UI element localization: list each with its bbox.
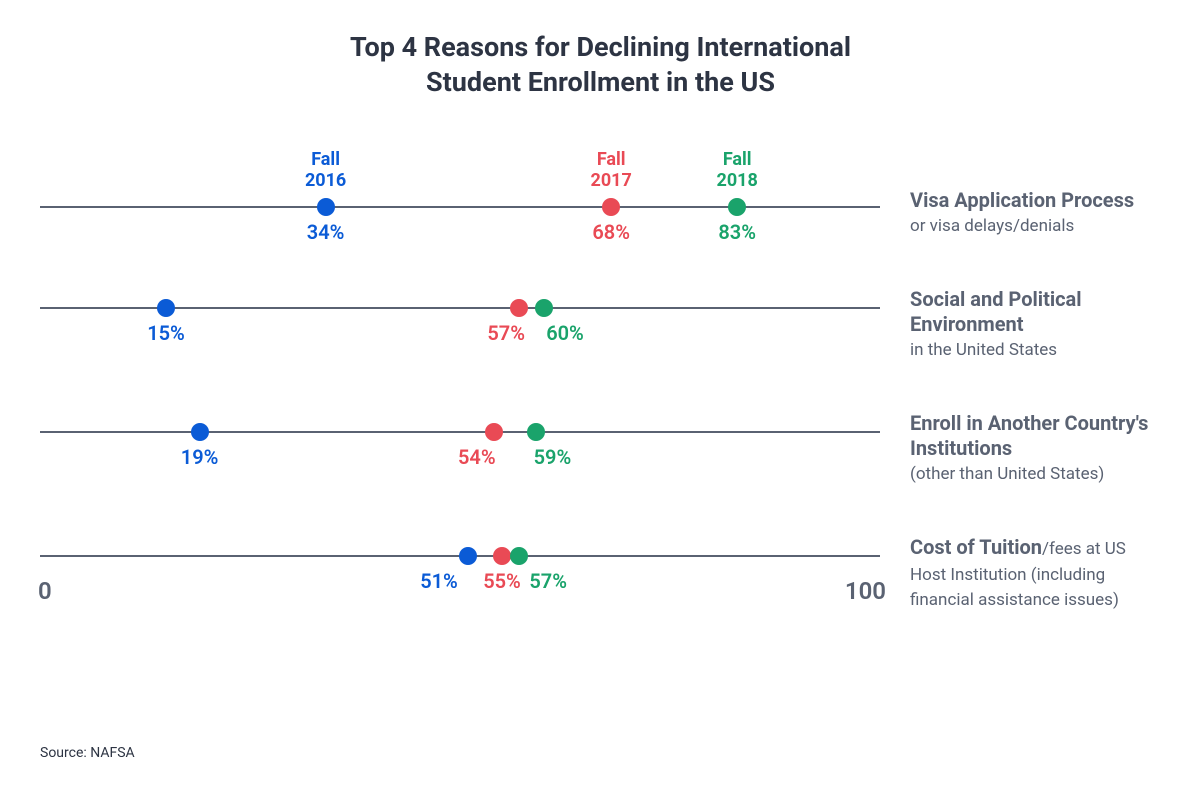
track-line: 51%55%57%0100 bbox=[40, 555, 880, 557]
track-col: 19%54%59% bbox=[40, 403, 880, 433]
reason-subtitle: in the United States bbox=[910, 339, 1161, 361]
value-label-y2017: 57% bbox=[487, 321, 525, 345]
reason-label-col: Cost of Tuition/fees at US Host Institut… bbox=[880, 527, 1161, 611]
reason-title: Social and Political Environment bbox=[910, 287, 1161, 337]
reason-label-col: Visa Application Processor visa delays/d… bbox=[880, 150, 1161, 237]
dot-y2017 bbox=[485, 423, 503, 441]
source-label: Source: NAFSA bbox=[40, 745, 135, 761]
reason-subtitle: (other than United States) bbox=[910, 463, 1161, 485]
year-label-y2017: Fall2017 bbox=[591, 150, 632, 191]
value-label-y2018: 57% bbox=[529, 569, 567, 593]
dot-y2017 bbox=[510, 299, 528, 317]
dot-y2018 bbox=[728, 198, 746, 216]
track-line: Fall201634%Fall201768%Fall201883% bbox=[40, 206, 880, 208]
reason-subtitle: or visa delays/denials bbox=[910, 215, 1161, 237]
reason-label-col: Enroll in Another Country's Institutions… bbox=[880, 403, 1161, 485]
reason-title: Enroll in Another Country's Institutions bbox=[910, 411, 1161, 461]
track-line: 15%57%60% bbox=[40, 307, 880, 309]
chart-title: Top 4 Reasons for Declining Internationa… bbox=[40, 30, 1161, 100]
dot-y2018 bbox=[510, 547, 528, 565]
chart-container: Top 4 Reasons for Declining Internationa… bbox=[0, 0, 1201, 789]
value-label-y2016: 15% bbox=[147, 321, 185, 345]
axis-max-label: 100 bbox=[845, 577, 886, 605]
dot-y2016 bbox=[191, 423, 209, 441]
chart-row-cost-tuition: 51%55%57%0100Cost of Tuition/fees at US … bbox=[40, 527, 1161, 611]
value-label-y2016: 19% bbox=[181, 445, 219, 469]
dot-y2016 bbox=[317, 198, 335, 216]
rows-area: Fall201634%Fall201768%Fall201883%Visa Ap… bbox=[40, 150, 1161, 611]
chart-row-visa: Fall201634%Fall201768%Fall201883%Visa Ap… bbox=[40, 150, 1161, 237]
dot-y2017 bbox=[602, 198, 620, 216]
chart-row-social-political: 15%57%60%Social and Political Environmen… bbox=[40, 279, 1161, 361]
reason-title: Cost of Tuition/fees at US Host Institut… bbox=[910, 535, 1161, 611]
dot-y2016 bbox=[459, 547, 477, 565]
value-label-y2016: 51% bbox=[420, 569, 458, 593]
title-line-2: Student Enrollment in the US bbox=[426, 66, 775, 98]
dot-y2018 bbox=[527, 423, 545, 441]
value-label-y2016: 34% bbox=[307, 220, 345, 244]
track-col: 51%55%57%0100 bbox=[40, 527, 880, 557]
value-label-y2017: 68% bbox=[592, 220, 630, 244]
value-label-y2018: 60% bbox=[546, 321, 584, 345]
dot-y2017 bbox=[493, 547, 511, 565]
value-label-y2017: 55% bbox=[483, 569, 521, 593]
value-label-y2018: 83% bbox=[718, 220, 756, 244]
dot-y2018 bbox=[535, 299, 553, 317]
value-label-y2018: 59% bbox=[534, 445, 572, 469]
title-line-1: Top 4 Reasons for Declining Internationa… bbox=[350, 31, 851, 63]
dot-y2016 bbox=[157, 299, 175, 317]
value-label-y2017: 54% bbox=[458, 445, 496, 469]
year-label-y2018: Fall2018 bbox=[717, 150, 758, 191]
chart-row-enroll-other: 19%54%59%Enroll in Another Country's Ins… bbox=[40, 403, 1161, 485]
year-label-y2016: Fall2016 bbox=[305, 150, 346, 191]
track-col: Fall201634%Fall201768%Fall201883% bbox=[40, 150, 880, 208]
track-col: 15%57%60% bbox=[40, 279, 880, 309]
reason-label-col: Social and Political Environmentin the U… bbox=[880, 279, 1161, 361]
track-line: 19%54%59% bbox=[40, 431, 880, 433]
axis-min-label: 0 bbox=[38, 577, 52, 605]
reason-title: Visa Application Process bbox=[910, 188, 1161, 213]
